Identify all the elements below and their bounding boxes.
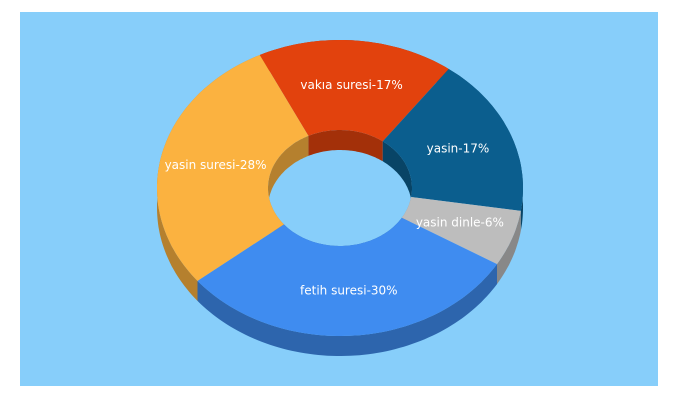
- slice-inner-side: [308, 130, 383, 162]
- data-label: yasin suresi-28%: [165, 158, 267, 172]
- slice: [197, 217, 497, 336]
- data-label: yasin dinle-6%: [416, 216, 504, 230]
- slice: [382, 69, 523, 211]
- slice: [259, 40, 449, 142]
- data-label: fetih suresi-30%: [300, 283, 398, 297]
- slice-outer-side: [197, 264, 497, 356]
- slice-inner-side: [268, 135, 309, 245]
- slice-inner-side: [382, 141, 412, 217]
- slice: [401, 197, 521, 265]
- slice-outer-side: [497, 210, 521, 285]
- data-label: yasin-17%: [427, 141, 490, 155]
- slice: [157, 55, 309, 281]
- data-label: vakıa suresi-17%: [300, 78, 402, 92]
